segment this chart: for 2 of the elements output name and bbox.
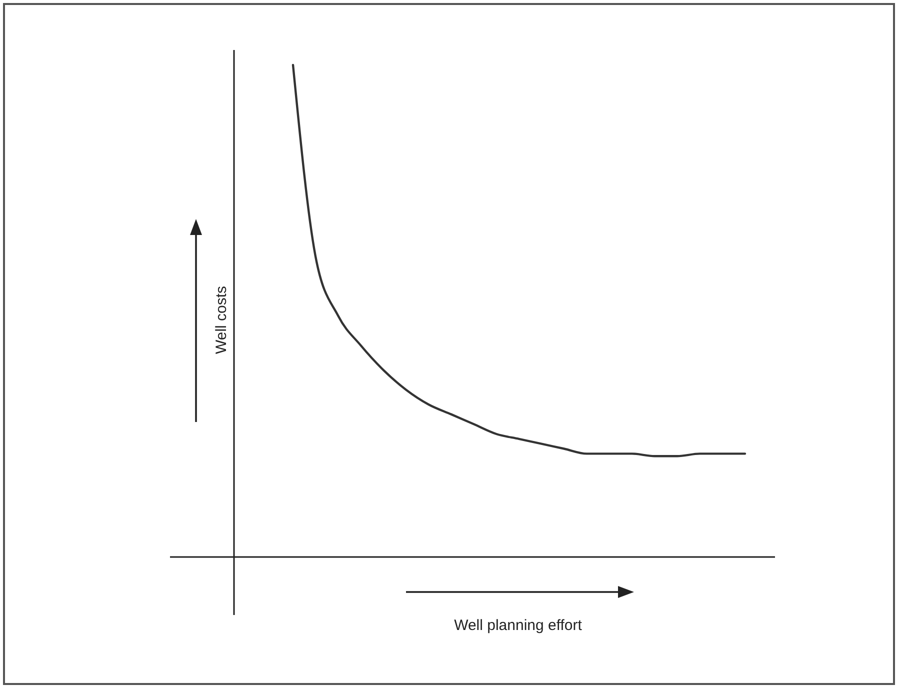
y-axis-title: Well costs [213,286,230,354]
x-axis-title: Well planning effort [454,617,583,634]
